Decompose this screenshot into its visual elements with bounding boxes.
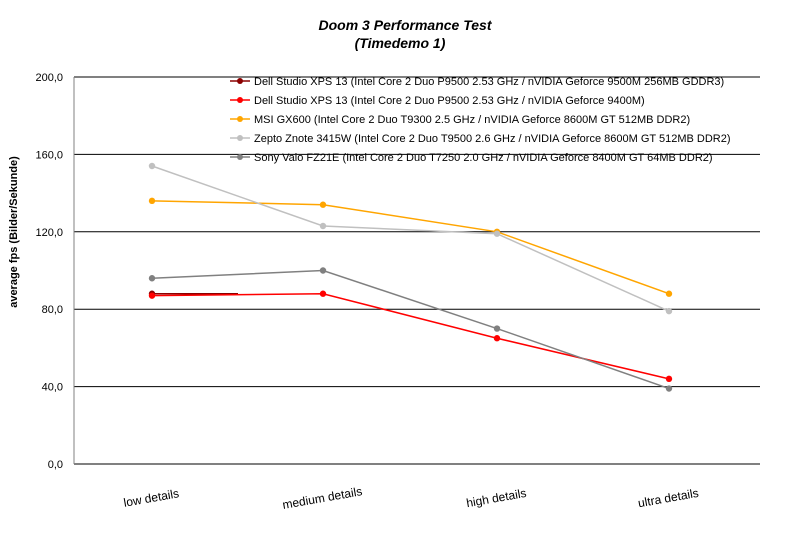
data-point — [148, 197, 156, 205]
legend-item: MSI GX600 (Intel Core 2 Duo T9300 2.5 GH… — [230, 114, 690, 126]
series-line — [151, 200, 670, 295]
y-tick-label: 200,0 — [35, 72, 63, 84]
data-point — [319, 201, 327, 208]
legend-item: Sony Vaio FZ21E (Intel Core 2 Duo T7250 … — [230, 152, 713, 164]
legend-item: Dell Studio XPS 13 (Intel Core 2 Duo P95… — [230, 76, 724, 88]
chart-subtitle: (Timedemo 1) — [355, 35, 446, 51]
y-tick-labels: 0,0 40,0 80,0 120,0 160,0 200,0 — [35, 72, 63, 471]
gridlines — [73, 76, 760, 465]
series-2 — [148, 290, 673, 383]
y-tick-label: 0,0 — [48, 459, 63, 471]
legend-swatch-marker — [237, 135, 243, 141]
series-line — [151, 165, 670, 312]
x-tick-labels: low details medium details high details ult… — [122, 484, 699, 512]
x-tick-label: medium details — [281, 484, 363, 512]
legend-label: MSI GX600 (Intel Core 2 Duo T9300 2.5 GH… — [254, 114, 690, 126]
y-tick-label: 120,0 — [35, 227, 63, 239]
data-point — [319, 267, 327, 274]
series-line — [151, 269, 670, 390]
y-tick-label: 40,0 — [42, 382, 63, 394]
legend: Dell Studio XPS 13 (Intel Core 2 Duo P95… — [230, 76, 731, 164]
data-point — [319, 290, 327, 297]
legend-label: Zepto Znote 3415W (Intel Core 2 Duo T950… — [254, 133, 731, 145]
series-line — [151, 292, 670, 380]
y-tick-label: 80,0 — [42, 304, 63, 316]
legend-swatch-marker — [237, 116, 243, 122]
legend-label: Sony Vaio FZ21E (Intel Core 2 Duo T7250 … — [254, 152, 713, 164]
data-point — [493, 325, 501, 332]
series-4 — [148, 162, 673, 315]
data-point — [493, 230, 501, 237]
data-point — [148, 292, 156, 299]
x-tick-label: high details — [465, 486, 527, 510]
legend-swatch-marker — [237, 78, 243, 84]
legend-item: Dell Studio XPS 13 (Intel Core 2 Duo P95… — [230, 95, 645, 107]
legend-label: Dell Studio XPS 13 (Intel Core 2 Duo P95… — [254, 76, 724, 88]
x-tick-label: ultra details — [637, 486, 700, 510]
data-point — [148, 162, 156, 170]
chart-title: Doom 3 Performance Test — [319, 17, 493, 33]
legend-swatch-marker — [237, 97, 243, 103]
data-point — [493, 335, 501, 342]
x-tick-label: low details — [122, 486, 180, 510]
series-3 — [148, 197, 673, 297]
data-point — [665, 307, 673, 315]
series-layer — [148, 162, 673, 392]
legend-item: Zepto Znote 3415W (Intel Core 2 Duo T950… — [230, 133, 731, 145]
legend-swatch-marker — [237, 154, 243, 160]
series-5 — [148, 267, 673, 392]
data-point — [148, 275, 156, 282]
data-point — [665, 375, 673, 383]
y-tick-label: 160,0 — [35, 149, 63, 161]
data-point — [665, 385, 673, 392]
y-axis-label: average fps (Bilder/Sekunde) — [8, 156, 20, 308]
legend-label: Dell Studio XPS 13 (Intel Core 2 Duo P95… — [254, 95, 645, 107]
data-point — [319, 222, 327, 230]
data-point — [665, 290, 673, 297]
